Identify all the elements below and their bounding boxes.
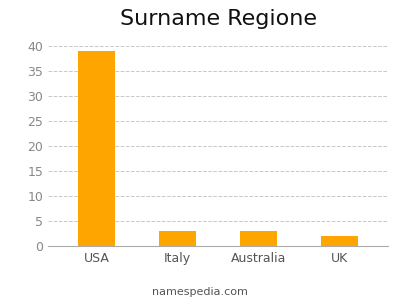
Title: Surname Regione: Surname Regione bbox=[120, 9, 316, 29]
Text: namespedia.com: namespedia.com bbox=[152, 287, 248, 297]
Bar bbox=[240, 231, 277, 246]
Bar bbox=[321, 236, 358, 246]
Bar bbox=[78, 51, 115, 246]
Bar bbox=[159, 231, 196, 246]
